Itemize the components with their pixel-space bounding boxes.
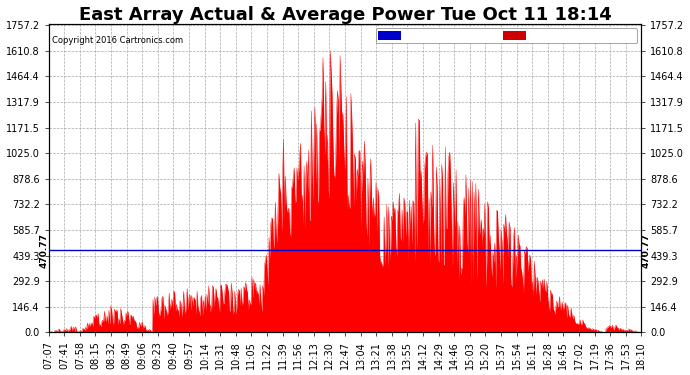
Title: East Array Actual & Average Power Tue Oct 11 18:14: East Array Actual & Average Power Tue Oc… — [79, 6, 611, 24]
Text: 470.77: 470.77 — [642, 232, 651, 268]
Legend: Average  (DC Watts), East Array  (DC Watts): Average (DC Watts), East Array (DC Watts… — [375, 28, 637, 44]
Text: 470.77: 470.77 — [39, 232, 48, 268]
Text: Copyright 2016 Cartronics.com: Copyright 2016 Cartronics.com — [52, 36, 183, 45]
